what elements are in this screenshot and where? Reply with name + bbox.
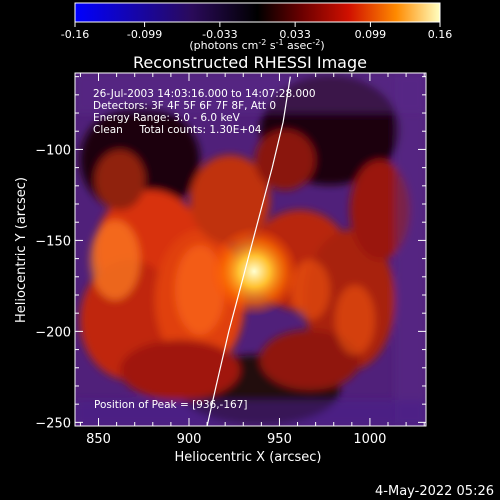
annotation-time: 26-Jul-2003 14:03:16.000 to 14:07:28.000 (93, 88, 316, 100)
colorbar: -0.16 -0.099 -0.033 0.033 0.099 0.16 (photons… (61, 2, 452, 52)
solar-limb-line (206, 76, 291, 426)
y-tick-label: −150 (35, 234, 71, 249)
annotation-detectors: Detectors: 3F 4F 5F 6F 7F 8F, Att 0 (93, 100, 276, 112)
plot-frame (74, 72, 427, 427)
y-axis-label: Heliocentric Y (arcsec) (14, 177, 29, 323)
colorbar-tick-label: -0.099 (127, 28, 162, 41)
annotation-block: 26-Jul-2003 14:03:16.000 to 14:07:28.000… (93, 88, 316, 136)
footer-date: 4-May-2022 05:26 (375, 484, 494, 499)
peak-core (209, 226, 300, 317)
x-axis: 850 900 950 1000 (79, 73, 425, 447)
x-tick-label: 900 (177, 432, 202, 447)
colorbar-ticks: -0.16 -0.099 -0.033 0.033 0.099 0.16 (61, 22, 452, 41)
colorbar-tick-label: -0.16 (61, 28, 89, 41)
heatmap-image (75, 73, 426, 426)
annotation-energy: Energy Range: 3.0 - 6.0 keV (93, 112, 241, 124)
x-tick-label: 1000 (353, 432, 386, 447)
chart-title: Reconstructed RHESSI Image (133, 53, 367, 72)
x-tick-label: 850 (86, 432, 111, 447)
y-tick-label: −250 (35, 416, 71, 431)
colorbar-units: (photons cm-2 s-1 asec-2) (189, 38, 324, 52)
colorbar-tick-label: 0.033 (279, 28, 311, 41)
peak-position-label: Position of Peak = [936,-167] (94, 399, 248, 411)
colorbar-tick-label: -0.033 (202, 28, 237, 41)
x-tick-label: 950 (267, 432, 292, 447)
annotation-counts: Clean Total counts: 1.30E+04 (93, 124, 262, 136)
colorbar-gradient (74, 2, 441, 23)
colorbar-tick-label: 0.099 (355, 28, 387, 41)
y-tick-label: −200 (35, 325, 71, 340)
colorbar-tick-label: 0.16 (428, 28, 453, 41)
y-tick-label: −100 (35, 143, 71, 158)
y-axis: −100 −150 −200 −250 (35, 76, 426, 431)
x-axis-label: Heliocentric X (arcsec) (175, 450, 322, 465)
